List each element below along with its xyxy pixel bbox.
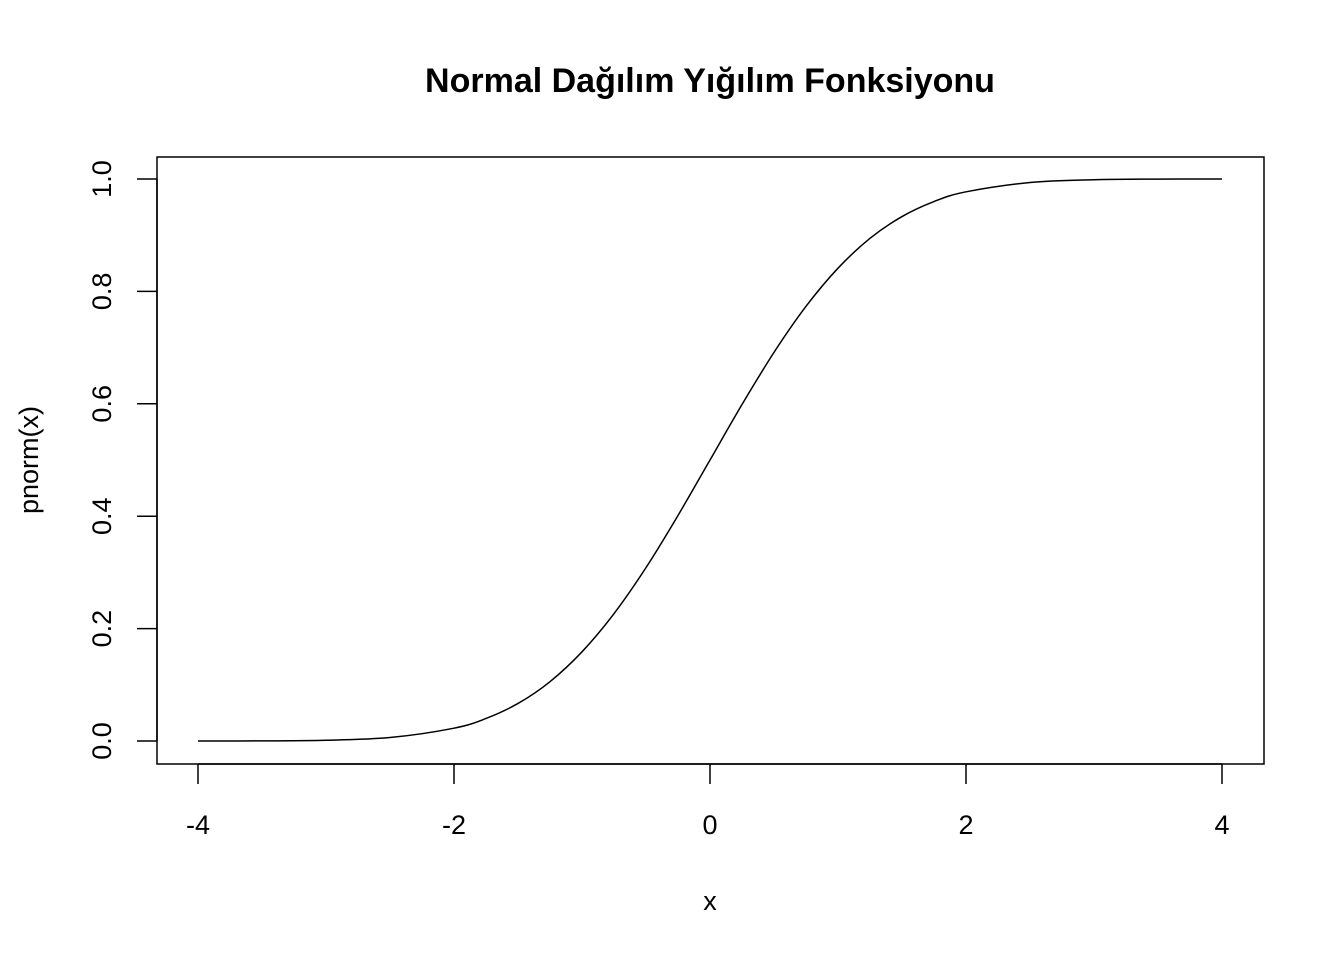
x-tick-label: 0 bbox=[702, 810, 717, 840]
y-tick-label: 0.6 bbox=[87, 385, 117, 423]
y-axis-label: pnorm(x) bbox=[14, 406, 44, 514]
y-tick-label: 1.0 bbox=[87, 160, 117, 198]
y-tick-label: 0.4 bbox=[87, 497, 117, 535]
y-tick-label: 0.0 bbox=[87, 722, 117, 760]
y-axis: 0.0 0.2 0.4 0.6 0.8 1.0 bbox=[87, 160, 158, 760]
x-tick-label: 4 bbox=[1214, 810, 1229, 840]
x-tick-label: -4 bbox=[186, 810, 210, 840]
y-tick-label: 0.8 bbox=[87, 273, 117, 311]
chart-title: Normal Dağılım Yığılım Fonksiyonu bbox=[425, 62, 995, 100]
x-tick-label: 2 bbox=[958, 810, 973, 840]
y-tick-label: 0.2 bbox=[87, 610, 117, 648]
cdf-line bbox=[197, 178, 1223, 742]
x-axis: -4 -2 0 2 4 bbox=[186, 763, 1230, 840]
x-tick-label: -2 bbox=[442, 810, 466, 840]
x-axis-label: x bbox=[703, 886, 717, 916]
